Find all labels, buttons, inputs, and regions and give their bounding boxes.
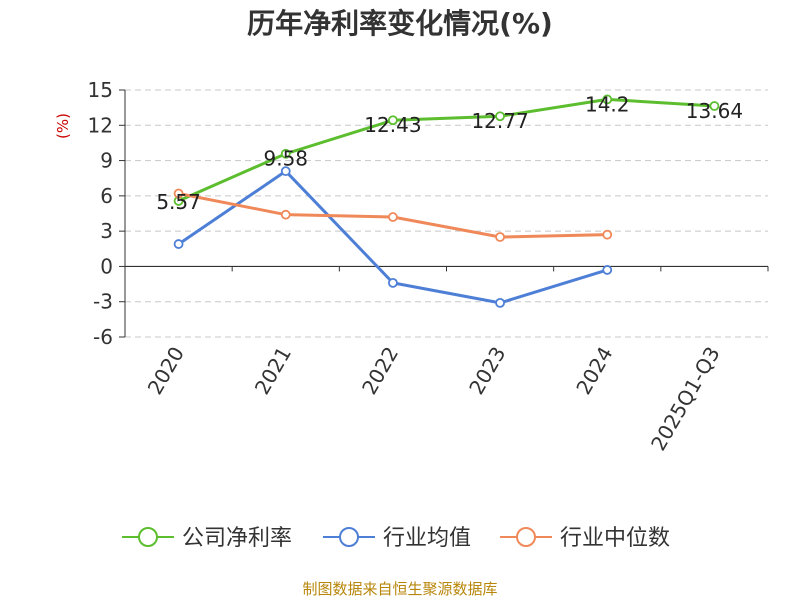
y-tick-label: 12 bbox=[88, 113, 113, 137]
data-label: 12.43 bbox=[364, 113, 421, 137]
data-label: 12.77 bbox=[471, 109, 528, 133]
x-tick-label: 2020 bbox=[143, 343, 189, 399]
x-tick-label: 2024 bbox=[571, 343, 617, 399]
y-tick-label: -6 bbox=[93, 325, 113, 349]
data-label: 14.2 bbox=[585, 92, 630, 116]
legend-marker bbox=[516, 527, 536, 547]
data-label: 13.64 bbox=[686, 99, 743, 123]
data-point bbox=[388, 277, 398, 288]
data-labels: 5.57 9.58 12.43 12.77 14.2 13.64 bbox=[156, 92, 743, 214]
data-point bbox=[280, 166, 291, 177]
data-point bbox=[280, 148, 291, 159]
y-axis-unit-label: (%) bbox=[54, 113, 72, 139]
data-point bbox=[173, 239, 184, 249]
data-point bbox=[602, 229, 613, 240]
grid-lines bbox=[125, 89, 768, 338]
data-point bbox=[388, 212, 398, 222]
y-tick-label: 9 bbox=[100, 149, 113, 173]
source-note: 制图数据来自恒生聚源数据库 bbox=[302, 580, 497, 598]
legend-item-label: 公司净利率 bbox=[182, 526, 292, 551]
x-tick-label: 2021 bbox=[250, 343, 296, 399]
legend-item-label: 行业中位数 bbox=[560, 526, 670, 551]
x-tick-label: 2023 bbox=[464, 343, 510, 399]
data-label: 5.57 bbox=[156, 190, 201, 214]
series-lines bbox=[173, 94, 720, 308]
legend-marker bbox=[138, 527, 158, 547]
y-tick-label: 0 bbox=[100, 254, 113, 278]
axes: 15 12 9 6 3 0 -3 -6 2020 2021 2022 2023 2024 2025Q1-Q… bbox=[88, 78, 769, 455]
data-point bbox=[388, 115, 398, 126]
data-point bbox=[602, 265, 613, 275]
data-point bbox=[495, 232, 505, 242]
data-point bbox=[709, 101, 720, 111]
y-tick-label: 6 bbox=[100, 184, 113, 208]
x-tick-label: 2022 bbox=[357, 343, 403, 399]
y-tick-label: 15 bbox=[88, 78, 113, 102]
y-tick-label: 3 bbox=[100, 219, 113, 243]
legend[interactable]: 公司净利率 行业均值 行业中位数 bbox=[122, 526, 670, 551]
data-label: 9.58 bbox=[263, 147, 308, 171]
data-point bbox=[173, 188, 184, 199]
legend-marker bbox=[339, 527, 359, 547]
data-point bbox=[495, 111, 505, 122]
y-tick-label: -3 bbox=[93, 290, 113, 314]
chart-title: 历年净利率变化情况(%) bbox=[247, 7, 553, 40]
series-line bbox=[177, 97, 715, 203]
data-point bbox=[495, 297, 505, 308]
data-point bbox=[602, 94, 613, 105]
x-tick-label: 2025Q1-Q3 bbox=[646, 343, 725, 455]
legend-item-label: 行业均值 bbox=[383, 526, 471, 551]
data-point bbox=[280, 209, 291, 220]
